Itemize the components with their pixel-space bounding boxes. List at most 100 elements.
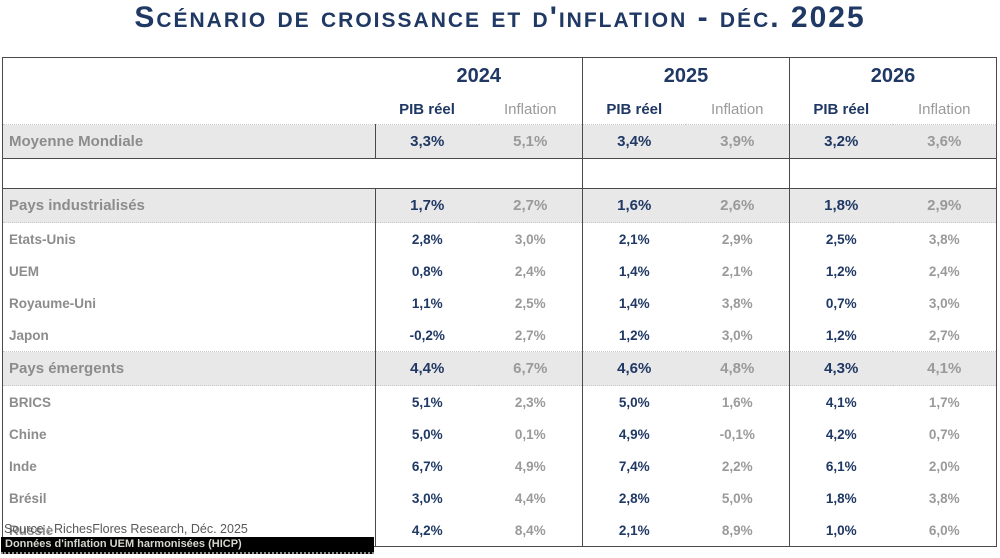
table-row: BRICS 5,1% 2,3% 5,0% 1,6% 4,1% 1,7% <box>3 385 997 418</box>
pib-value: 3,2% <box>789 124 893 159</box>
col-header-pib-2024: PIB réel <box>399 101 455 118</box>
inflation-value: 8,4% <box>514 522 546 538</box>
pib-value: 3,3% <box>375 124 479 159</box>
inflation-value: 2,7% <box>928 327 960 343</box>
year-header-2026: 2026 <box>789 57 997 95</box>
col-header-inflation-2024: Inflation <box>503 101 557 118</box>
pib-value: 5,0% <box>375 418 479 450</box>
inflation-value: 2,7% <box>478 188 583 223</box>
inflation-value: 3,0% <box>721 327 753 343</box>
inflation-value: 8,9% <box>721 522 753 538</box>
inflation-value: 2,2% <box>721 458 753 474</box>
inflation-value: 2,7% <box>514 327 546 343</box>
inflation-value: 4,9% <box>514 458 546 474</box>
inflation-note-bar: Données d'inflation UEM harmonisées (HIC… <box>1 537 374 554</box>
inflation-value: 5,0% <box>721 490 753 506</box>
growth-inflation-table: 2024 2025 2026 PIB réel Inflation PIB ré… <box>2 57 997 547</box>
pib-value: 1,6% <box>582 188 686 223</box>
inflation-value: 6,7% <box>478 351 583 386</box>
inflation-value: 2,0% <box>928 458 960 474</box>
inflation-value: 3,9% <box>685 124 790 159</box>
inflation-value: 2,4% <box>928 263 960 279</box>
table-row: Pays émergents 4,4% 6,7% 4,6% 4,8% 4,3% 4,1% <box>2 351 997 386</box>
pib-value: 1,8% <box>789 482 893 514</box>
inflation-value: 2,9% <box>892 188 997 223</box>
table-row: Inde 6,7% 4,9% 7,4% 2,2% 6,1% 2,0% <box>3 450 997 482</box>
inflation-value: 2,4% <box>514 263 546 279</box>
pib-value <box>789 158 893 189</box>
pib-value: 1,7% <box>375 188 479 223</box>
inflation-value: 3,8% <box>721 295 753 311</box>
pib-value: 4,2% <box>789 418 893 450</box>
pib-value: 7,4% <box>582 450 686 482</box>
table-row: Etats-Unis 2,8% 3,0% 2,1% 2,9% 2,5% 3,8% <box>3 222 997 255</box>
row-label: Pays émergents <box>2 351 376 386</box>
pib-value: 1,2% <box>789 255 893 287</box>
pib-value: 4,3% <box>789 351 893 386</box>
inflation-value <box>685 158 790 189</box>
pib-value: 1,1% <box>375 287 479 319</box>
spacer-row <box>2 158 997 189</box>
row-label: Pays industrialisés <box>2 188 376 223</box>
inflation-value: 2,1% <box>721 263 753 279</box>
table-row: Chine 5,0% 0,1% 4,9% -0,1% 4,2% 0,7% <box>3 418 997 450</box>
pib-value: 1,0% <box>789 514 893 547</box>
inflation-value: 4,4% <box>514 490 546 506</box>
pib-value: 6,7% <box>375 450 479 482</box>
inflation-note-text: Données d'inflation UEM harmonisées (HIC… <box>5 538 242 550</box>
inflation-value: 2,5% <box>514 295 546 311</box>
year-header-2025: 2025 <box>582 57 790 95</box>
pib-value: 0,8% <box>375 255 479 287</box>
inflation-value: 0,1% <box>514 426 546 442</box>
source-note: Source : RichesFlores Research, Déc. 202… <box>4 522 248 536</box>
pib-value: 4,4% <box>375 351 479 386</box>
inflation-value <box>478 158 583 189</box>
pib-value: 2,5% <box>789 222 893 255</box>
col-header-inflation-2025: Inflation <box>710 101 764 118</box>
inflation-value: 2,3% <box>514 394 546 410</box>
pib-value: 3,0% <box>375 482 479 514</box>
pib-value: 4,2% <box>375 514 479 547</box>
row-label: Chine <box>9 426 47 442</box>
pib-value: 1,4% <box>582 287 686 319</box>
pib-value: 1,2% <box>789 319 893 352</box>
inflation-value: 3,6% <box>892 124 997 159</box>
inflation-value: 2,6% <box>685 188 790 223</box>
pib-value <box>582 158 686 189</box>
row-label: Japon <box>9 327 49 343</box>
table-row: Brésil 3,0% 4,4% 2,8% 5,0% 1,8% 3,8% <box>3 482 997 514</box>
pib-value: 4,6% <box>582 351 686 386</box>
pib-value: 2,1% <box>582 222 686 255</box>
pib-value: 1,2% <box>582 319 686 352</box>
pib-value: 4,1% <box>789 385 893 418</box>
inflation-value: 3,8% <box>928 231 960 247</box>
row-label: BRICS <box>9 394 52 410</box>
pib-value: 2,8% <box>375 222 479 255</box>
inflation-value: 4,1% <box>892 351 997 386</box>
row-label <box>2 158 376 189</box>
inflation-value: 6,0% <box>928 522 960 538</box>
pib-value: 3,4% <box>582 124 686 159</box>
inflation-value: 2,9% <box>721 231 753 247</box>
inflation-value: -0,1% <box>719 426 755 442</box>
row-label: Inde <box>9 458 37 474</box>
year-header-2024: 2024 <box>456 65 502 87</box>
col-header-inflation-2026: Inflation <box>917 101 971 118</box>
row-label: Royaume-Uni <box>9 295 97 311</box>
col-header-pib-2026: PIB réel <box>789 95 893 125</box>
pib-value: 2,8% <box>582 482 686 514</box>
label-column-header <box>3 58 376 96</box>
label-column-subheader <box>3 95 376 125</box>
inflation-value <box>892 158 997 189</box>
pib-value: 4,9% <box>582 418 686 450</box>
table-row: Moyenne Mondiale 3,3% 5,1% 3,4% 3,9% 3,2% 3,6% <box>2 124 997 159</box>
table-row: Japon -0,2% 2,7% 1,2% 3,0% 1,2% 2,7% <box>3 319 997 352</box>
pib-value: 5,0% <box>582 385 686 418</box>
row-label: UEM <box>9 263 39 279</box>
page-title: Scénario de croissance et d'inflation - … <box>134 1 866 34</box>
col-header-pib-2025: PIB réel <box>582 95 686 125</box>
inflation-value: 1,7% <box>928 394 960 410</box>
year-header-row: 2024 2025 2026 <box>3 57 997 96</box>
inflation-value: 5,1% <box>478 124 583 159</box>
